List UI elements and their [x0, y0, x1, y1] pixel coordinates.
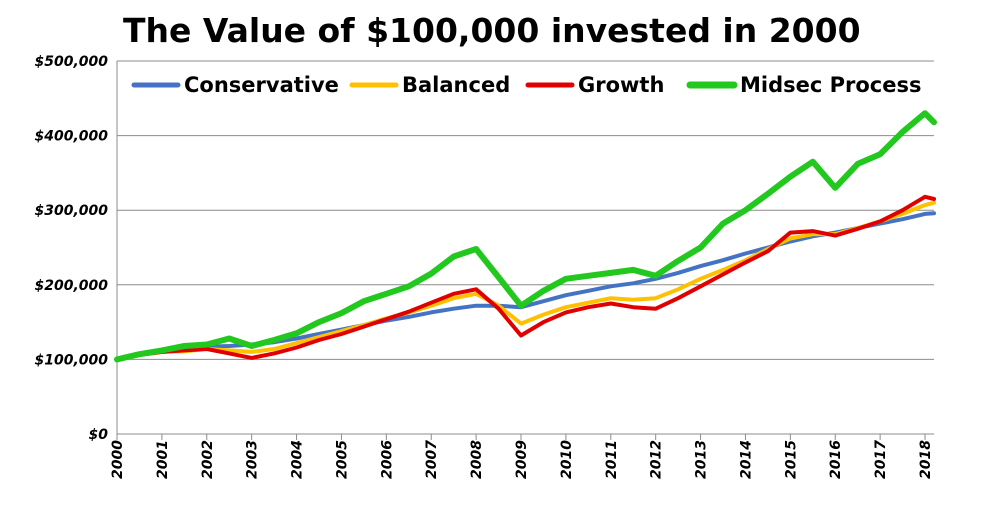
legend-label: Conservative: [184, 73, 339, 97]
series-line-balanced: [115, 200, 936, 362]
x-axis-ticks: 2000 2001 2002 2003 2004 2005 2006 2007 2008 2009…: [110, 434, 934, 479]
gridlines: [117, 60, 934, 360]
y-tick-label: $200,000: [34, 278, 108, 294]
x-tick-label: 2012: [649, 440, 665, 479]
x-tick-label: 2016: [828, 440, 844, 479]
x-tick-label: 2017: [873, 440, 889, 479]
y-tick-label: $500,000: [34, 54, 108, 70]
x-tick-label: 2010: [559, 440, 575, 479]
x-tick-label: 2018: [918, 440, 934, 479]
legend-label: Midsec Process: [740, 73, 922, 97]
x-tick-label: 2001: [155, 440, 171, 479]
x-tick-label: 2005: [334, 440, 350, 479]
x-tick-label: 2000: [110, 440, 126, 479]
y-axis-ticks: $0 $100,000 $200,000 $300,000 $400,000 $500,0…: [34, 54, 108, 443]
legend: Conservative Balanced Growth Midsec Process: [131, 73, 922, 97]
y-tick-label: $100,000: [34, 352, 108, 368]
axes: [116, 61, 934, 435]
x-tick-label: 2004: [290, 440, 306, 479]
x-tick-label: 2009: [514, 440, 530, 479]
chart-title: The Value of $100,000 invested in 2000: [123, 11, 861, 50]
x-tick-label: 2002: [200, 440, 216, 479]
series-line-midsec-process: [114, 110, 937, 363]
x-tick-label: 2008: [469, 440, 485, 479]
legend-label: Growth: [578, 73, 664, 97]
x-tick-label: 2011: [604, 440, 620, 479]
x-tick-label: 2006: [379, 440, 395, 479]
y-tick-label: $300,000: [34, 203, 108, 219]
x-tick-label: 2003: [245, 440, 261, 479]
x-tick-label: 2014: [738, 440, 754, 479]
legend-label: Balanced: [402, 73, 510, 97]
y-tick-label: $400,000: [34, 129, 108, 145]
x-tick-label: 2013: [694, 440, 710, 479]
series-line-growth: [115, 194, 936, 362]
x-tick-label: 2007: [424, 440, 440, 479]
y-tick-label: $0: [89, 427, 109, 443]
series-lines: [114, 110, 937, 363]
x-tick-label: 2015: [783, 440, 799, 479]
